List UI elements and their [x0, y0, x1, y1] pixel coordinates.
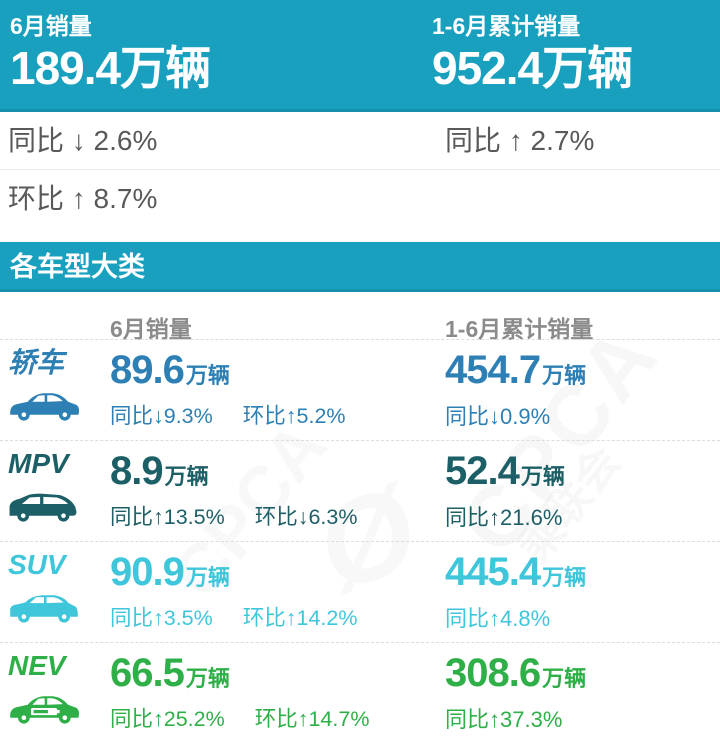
category-label: 轿车 — [8, 347, 65, 378]
hero-banner: 6月销量 189.4万辆 1-6月累计销量 952.4万辆 — [0, 0, 720, 112]
yoy-value: 同比↑13.5% — [110, 505, 225, 529]
june-cell: 89.6万辆 同比↓9.3% 环比↑5.2% — [105, 347, 440, 440]
table-row-mpv: MPV 8.9万辆 同比↑13.5% 环比↓6.3% 52.4万辆 同比↑21.6… — [0, 440, 720, 541]
june-change: 同比↑25.2% 环比↑14.7% — [110, 702, 440, 733]
june-value: 66.5万辆 — [110, 651, 230, 695]
hero-h1-label: 1-6月累计销量 — [432, 13, 581, 39]
mpv-icon — [5, 483, 105, 529]
hero-h1-block: 1-6月累计销量 952.4万辆 — [432, 7, 633, 94]
col-header-h1: 1-6月累计销量 — [445, 316, 594, 342]
h1-change: 同比↓0.9% — [445, 399, 720, 431]
h1-change: 同比↑37.3% — [445, 702, 720, 734]
suv-icon — [5, 584, 105, 630]
mom-row: 环比 ↑ 8.7% — [0, 170, 720, 227]
h1-change: 同比↑21.6% — [445, 500, 720, 532]
mom-value: 环比↑5.2% — [242, 404, 346, 428]
yoy-row: 同比 ↓ 2.6% 同比 ↑ 2.7% — [0, 112, 720, 170]
h1-cell: 445.4万辆 同比↑4.8% — [440, 549, 720, 642]
sedan-icon — [5, 382, 105, 428]
table-row-suv: SUV 90.9万辆 同比↑3.5% 环比↑14.2% 445.4万辆 同比↑4.… — [0, 541, 720, 642]
june-value: 89.6万辆 — [110, 348, 230, 392]
h1-yoy-stat: 同比 ↑ 2.7% — [445, 125, 595, 156]
yoy-value: 同比↑37.3% — [445, 707, 563, 732]
yoy-value: 同比↓9.3% — [110, 404, 213, 428]
mom-value: 环比↑14.7% — [254, 707, 370, 731]
h1-value: 308.6万辆 — [445, 651, 587, 695]
june-yoy-stat: 同比 ↓ 2.6% — [8, 125, 158, 156]
section-title-bar: 各车型大类 — [0, 242, 720, 292]
yoy-value: 同比↓0.9% — [445, 404, 551, 429]
hero-june-label: 6月销量 — [10, 13, 92, 39]
col-header-june: 6月销量 — [110, 316, 192, 342]
yoy-value: 同比↑21.6% — [445, 505, 563, 530]
category-cell: SUV — [0, 549, 105, 642]
june-cell: 90.9万辆 同比↑3.5% 环比↑14.2% — [105, 549, 440, 642]
category-cell: MPV — [0, 448, 105, 541]
h1-change: 同比↑4.8% — [445, 601, 720, 633]
june-value: 90.9万辆 — [110, 550, 230, 594]
h1-value: 445.4万辆 — [445, 550, 587, 594]
june-change: 同比↑3.5% 环比↑14.2% — [110, 601, 440, 632]
mom-value: 环比↓6.3% — [254, 505, 358, 529]
category-label: MPV — [8, 448, 69, 479]
hero-june-block: 6月销量 189.4万辆 — [10, 7, 211, 94]
mom-value: 环比↑14.2% — [242, 606, 358, 630]
june-cell: 66.5万辆 同比↑25.2% 环比↑14.7% — [105, 650, 440, 743]
yoy-value: 同比↑4.8% — [445, 606, 551, 631]
june-cell: 8.9万辆 同比↑13.5% 环比↓6.3% — [105, 448, 440, 541]
nev-icon — [5, 685, 105, 731]
yoy-value: 同比↑3.5% — [110, 606, 213, 630]
yoy-value: 同比↑25.2% — [110, 707, 225, 731]
hero-june-value: 189.4万辆 — [10, 42, 211, 94]
overall-stats: 同比 ↓ 2.6% 同比 ↑ 2.7% 环比 ↑ 8.7% — [0, 112, 720, 227]
h1-cell: 308.6万辆 同比↑37.3% — [440, 650, 720, 743]
h1-value: 454.7万辆 — [445, 348, 587, 392]
h1-value: 52.4万辆 — [445, 449, 565, 493]
table-row-sedan: 轿车 89.6万辆 同比↓9.3% 环比↑5.2% 454.7万辆 同比↓0.9% — [0, 339, 720, 440]
category-cell: 轿车 — [0, 347, 105, 440]
table-row-nev: NEV 66.5万辆 同比↑25.2% 环比↑14.7% 308.6万辆 同比↑3… — [0, 642, 720, 743]
column-headers: 6月销量 1-6月累计销量 — [0, 292, 720, 342]
june-change: 同比↑13.5% 环比↓6.3% — [110, 500, 440, 531]
h1-cell: 454.7万辆 同比↓0.9% — [440, 347, 720, 440]
june-value: 8.9万辆 — [110, 449, 209, 493]
category-label: NEV — [8, 650, 66, 681]
category-label: SUV — [8, 549, 66, 580]
june-mom-stat: 环比 ↑ 8.7% — [8, 183, 158, 214]
section-title: 各车型大类 — [10, 252, 145, 282]
h1-cell: 52.4万辆 同比↑21.6% — [440, 448, 720, 541]
june-change: 同比↓9.3% 环比↑5.2% — [110, 399, 440, 430]
hero-h1-value: 952.4万辆 — [432, 42, 633, 94]
category-cell: NEV — [0, 650, 105, 743]
